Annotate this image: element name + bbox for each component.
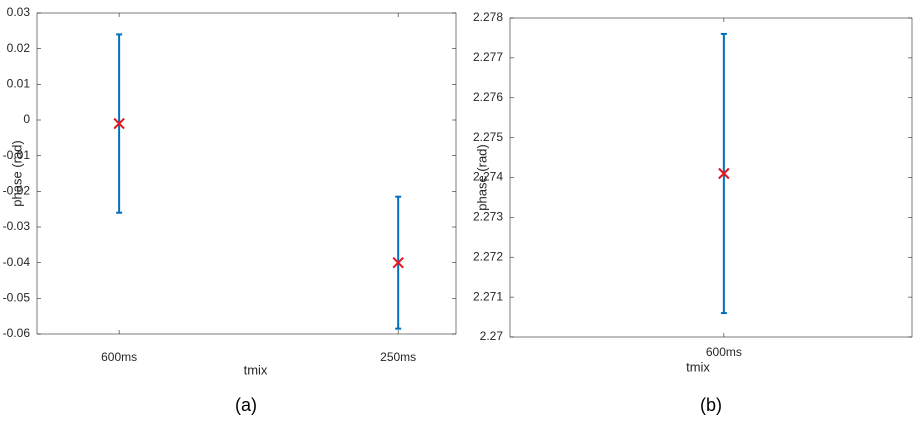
y-tick-label: -0.02 [3,184,31,198]
x-tick-label: 600ms [101,350,137,364]
y-tick-label: 2.277 [473,50,503,64]
caption: (b) [700,395,722,415]
y-axis-label: phase (rad) [9,140,24,206]
marker [392,256,404,269]
y-tick-label: 2.276 [473,90,503,104]
y-tick-label: 0.02 [7,41,31,55]
y-tick-label: 2.271 [473,289,503,303]
y-tick-label: 2.278 [473,10,503,24]
y-tick-label: 2.275 [473,130,503,144]
caption: (a) [235,395,257,415]
y-axis-label: phase (rad) [474,144,489,210]
y-tick-label: -0.05 [3,291,31,305]
y-tick-label: 2.272 [473,249,503,263]
y-tick-label: -0.04 [3,255,31,269]
marker [718,167,730,180]
plot-area [36,12,457,335]
y-tick-label: -0.03 [3,219,31,233]
x-axis-label: tmix [244,362,268,377]
x-axis-label: tmix [686,359,710,374]
y-tick-label: -0.06 [3,326,31,340]
y-tick-label: -0.01 [3,148,31,162]
x-tick-label: 250ms [380,350,416,364]
y-tick-label: 0.03 [7,5,31,19]
y-tick-label: 2.27 [480,329,504,343]
plot-area [509,17,913,338]
y-tick-label: 2.273 [473,210,503,224]
y-tick-label: 0.01 [7,77,31,91]
marker [113,117,125,130]
y-tick-label: 0 [23,112,30,126]
x-tick-label: 600ms [706,345,742,359]
y-tick-label: 2.274 [473,170,503,184]
